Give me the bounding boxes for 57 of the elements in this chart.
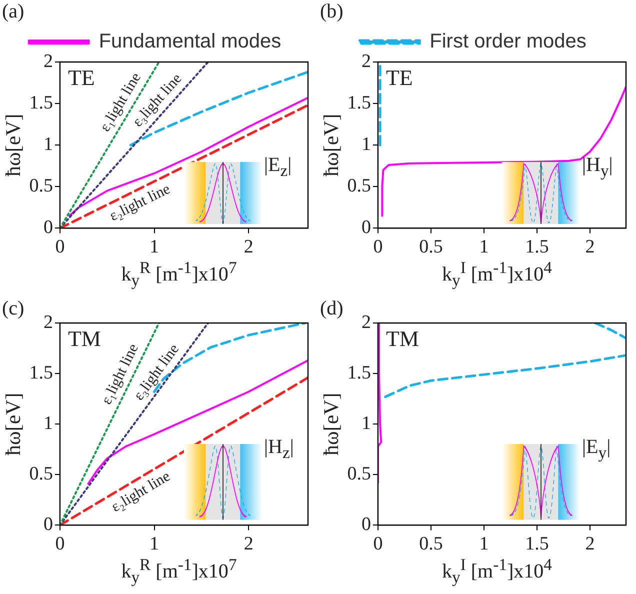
x-tick-label: 2 (244, 236, 254, 258)
y-tick-label: 0.5 (347, 176, 371, 197)
y-tick-label: 2 (361, 50, 371, 72)
annotation: |H$_{z}$| (264, 436, 294, 464)
y-tick-label: 0 (361, 514, 371, 536)
chart-title: (d) (320, 297, 344, 320)
y-tick-label: 2 (43, 312, 53, 333)
y-tick-label: 0 (43, 217, 53, 238)
legend-label: Fundamental modes (98, 30, 282, 53)
chart-title: (c) (2, 297, 24, 320)
x-tick-label: 1 (150, 236, 160, 258)
y-tick-label: 0.5 (29, 176, 53, 197)
y-tick-label: 0.5 (347, 464, 371, 485)
annotation: ε₂light line (107, 181, 174, 225)
line-series (384, 354, 626, 398)
y-axis-title: ħω[eV] (1, 114, 26, 176)
annotation: TM (68, 326, 101, 351)
x-tick-label: 1 (479, 236, 489, 258)
y-tick-label: 1.5 (347, 362, 371, 384)
y-axis-title: ħω[eV] (319, 392, 344, 456)
y-axis-title: ħω[eV] (319, 114, 344, 176)
x-axis-title: k$_{y}$$^{I}$ [m$^{-1}$]x10$^{4}$ (441, 258, 553, 291)
annotation: ε₂light line (108, 468, 174, 516)
annotation: |E$_{y}$| (582, 436, 611, 464)
y-tick-label: 1 (43, 413, 53, 434)
y-tick-label: 1.5 (347, 92, 371, 114)
annotation: |E$_{z}$| (264, 154, 292, 181)
annotation: TE (68, 64, 95, 90)
x-axis-title: k$_{y}$$^{R}$ [m$^{-1}$]x10$^{7}$ (120, 555, 238, 588)
y-tick-label: 1.5 (29, 362, 53, 384)
x-tick-label: 1 (479, 534, 489, 555)
y-tick-label: 0 (361, 217, 371, 238)
x-tick-label: 2 (585, 236, 595, 258)
y-tick-label: 0.5 (29, 464, 53, 485)
x-tick-label: 0.5 (419, 236, 443, 258)
x-axis-title: k$_{y}$$^{I}$ [m$^{-1}$]x10$^{4}$ (441, 555, 553, 588)
x-axis-title: k$_{y}$$^{R}$ [m$^{-1}$]x10$^{7}$ (120, 258, 238, 291)
annotation: TE (386, 64, 413, 90)
annotation: TM (386, 326, 419, 351)
y-tick-label: 2 (361, 312, 371, 333)
y-tick-label: 1 (361, 134, 371, 156)
x-tick-label: 2 (585, 534, 595, 555)
annotation: |H$_{y}$| (582, 154, 613, 181)
y-tick-label: 1.5 (29, 92, 53, 114)
y-tick-label: 2 (43, 50, 53, 72)
x-tick-label: 1.5 (525, 534, 549, 555)
y-tick-label: 1 (361, 413, 371, 434)
x-tick-label: 0.5 (419, 534, 443, 555)
x-tick-label: 1 (150, 534, 160, 555)
x-tick-label: 2 (244, 534, 254, 555)
y-axis-title: ħω[eV] (1, 392, 26, 456)
chart-title: (a) (2, 0, 24, 22)
x-tick-label: 1.5 (525, 236, 549, 258)
legend-label: First order modes (430, 30, 586, 53)
y-tick-label: 0 (43, 514, 53, 536)
chart-title: (b) (320, 0, 344, 22)
y-tick-label: 1 (43, 134, 53, 156)
